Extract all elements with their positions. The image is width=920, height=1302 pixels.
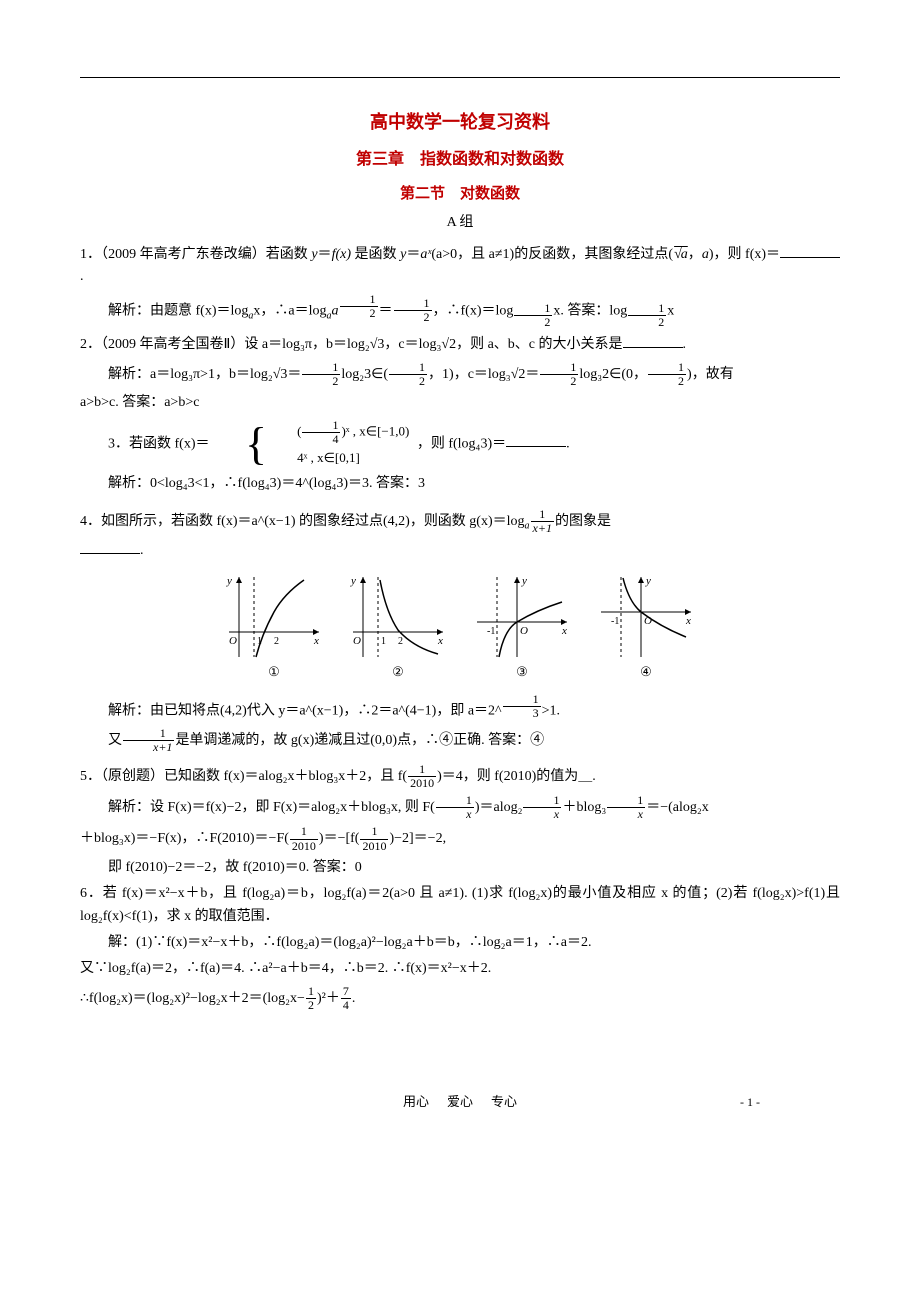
solution-label: 解： (108, 935, 136, 950)
problem-1: 1．（2009 年高考广东卷改编）若函数 y＝f(x) 是函数 y＝aˣ(a>0… (80, 243, 840, 289)
problem-6-solution-line2: 又∵log₂f(a)＝2，∴f(a)＝4. ∴a²−a＋b＝4，∴b＝2. ∴f… (80, 958, 840, 980)
solution-label: 解析： (108, 704, 150, 719)
sqrt-a: a (673, 247, 688, 262)
svg-text:y: y (226, 575, 232, 587)
problem-6-solution: 解：(1)∵f(x)＝x²−x＋b，∴f(log₂a)＝(log₂a)²−log… (80, 932, 840, 954)
problem-2-solution: 解析：a＝log₃π>1，b＝log₂√3＝12log₂3∈(12，1)，c＝l… (80, 361, 840, 388)
svg-text:y: y (350, 575, 356, 587)
problem-2-answer: a>b>c. 答案：a>b>c (80, 392, 840, 414)
svg-text:x: x (685, 615, 691, 627)
problem-6-solution-line3: ∴f(log₂x)＝(log₂x)²−log₂x＋2＝(log₂x−12)²＋7… (80, 985, 840, 1012)
answer-blank (506, 432, 566, 447)
svg-text:1: 1 (381, 636, 386, 647)
problem-5-solution: 解析：设 F(x)＝f(x)−2，即 F(x)＝alog₂x＋blog₃x, 则… (80, 794, 840, 821)
chapter-title: 第三章 指数函数和对数函数 (80, 147, 840, 173)
problem-5-solution-line3: 即 f(2010)−2＝−2，故 f(2010)＝0. 答案：0 (80, 857, 840, 879)
footer-motto: 专心 (491, 1092, 517, 1113)
problem-3: 3．若函数 f(x)＝ { (14)ˣ , x∈[−1,0) 4ˣ , x∈[0… (80, 419, 840, 470)
problem-4-solution-line2: 又1x+1是单调递减的，故 g(x)递减且过(0,0)点，∴④正确. 答案：④ (80, 727, 840, 754)
problem-number: 6． (80, 886, 103, 901)
problem-source: （原创题） (101, 769, 164, 784)
problem-3-solution: 解析：0<log₄3<1，∴f(log₄3)＝4^(log₄3)＝3. 答案：3 (80, 473, 840, 495)
graph-svg: x y O 1 2 (348, 572, 448, 662)
problem-source: （2009 年高考全国卷Ⅱ） (101, 337, 244, 352)
graph-option-1: x y O 1 2 ① (224, 572, 324, 683)
graph-option-3: x y O -1 ③ (472, 572, 572, 683)
answer-blank (623, 333, 683, 348)
problem-4: 4．如图所示，若函数 f(x)＝a^(x−1) 的图象经过点(4,2)，则函数 … (80, 508, 840, 535)
top-rule (80, 77, 840, 78)
solution-label: 解析： (108, 303, 150, 318)
graph-svg: x y O -1 (472, 572, 572, 662)
page-footer: 用心 爱心 专心 - 1 - (80, 1092, 840, 1113)
footer-motto: 用心 (403, 1092, 429, 1113)
problem-number: 4． (80, 514, 101, 529)
answer-blank (80, 539, 140, 554)
solution-label: 解析： (108, 367, 150, 382)
doc-title: 高中数学一轮复习资料 (80, 108, 840, 137)
graph-option-2: x y O 1 2 ② (348, 572, 448, 683)
problem-1-solution: 解析：由题意 f(x)＝logax，∴a＝logaa12＝12，∴f(x)＝lo… (80, 293, 840, 330)
problem-4-solution: 解析：由已知将点(4,2)代入 y＝a^(x−1)，∴2＝a^(4−1)，即 a… (80, 693, 840, 723)
problem-2: 2．（2009 年高考全国卷Ⅱ）设 a＝log₃π，b＝log₂√3，c＝log… (80, 333, 840, 356)
svg-text:-1: -1 (611, 616, 619, 627)
svg-text:x: x (561, 625, 567, 637)
problem-5-solution-line2: ＋blog₃x)＝−F(x)，∴F(2010)＝−F(12010)＝−[f(12… (80, 825, 840, 852)
piecewise-function: { (14)ˣ , x∈[−1,0) 4ˣ , x∈[0,1] (217, 419, 409, 470)
svg-text:y: y (521, 575, 527, 587)
svg-text:-1: -1 (487, 626, 495, 637)
problem-5: 5．（原创题）已知函数 f(x)＝alog₂x＋blog₃x＋2，且 f(120… (80, 763, 840, 790)
graph-option-4: x y O -1 ④ (596, 572, 696, 683)
graph-svg: x y O 1 2 (224, 572, 324, 662)
svg-text:2: 2 (274, 636, 279, 647)
solution-label: 解析： (108, 800, 150, 815)
svg-text:x: x (313, 635, 319, 647)
page-number: - 1 - (740, 1093, 760, 1112)
svg-text:y: y (645, 575, 651, 587)
problem-source: （2009 年高考广东卷改编） (101, 247, 266, 262)
svg-text:2: 2 (398, 636, 403, 647)
graph-svg: x y O -1 (596, 572, 696, 662)
svg-text:O: O (353, 635, 361, 647)
footer-motto: 爱心 (447, 1092, 473, 1113)
problem-number: 2． (80, 337, 101, 352)
fraction: 12 (394, 297, 432, 324)
svg-text:O: O (229, 635, 237, 647)
problem-6: 6．若 f(x)＝x²−x＋b，且 f(log₂a)＝b，log₂f(a)＝2(… (80, 883, 840, 928)
section-title: 第二节 对数函数 (80, 182, 840, 206)
solution-label: 解析： (108, 476, 150, 491)
left-brace-icon: { (217, 421, 267, 467)
answer-blank (780, 243, 840, 258)
graph-options: x y O 1 2 ① x y O 1 2 ② (80, 572, 840, 683)
svg-text:x: x (437, 635, 443, 647)
group-label: A 组 (80, 212, 840, 234)
problem-number: 5． (80, 769, 101, 784)
problem-number: 3． (108, 436, 129, 451)
svg-text:O: O (520, 625, 528, 637)
problem-number: 1． (80, 247, 101, 262)
